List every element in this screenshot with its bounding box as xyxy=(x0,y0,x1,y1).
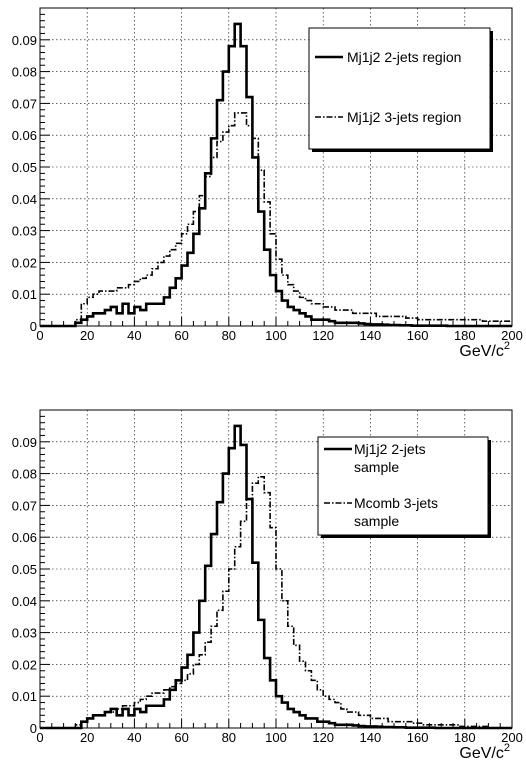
x-tick-label: 60 xyxy=(174,328,188,343)
x-tick-label: 180 xyxy=(454,328,476,343)
y-tick-label: 0.07 xyxy=(12,498,37,513)
y-tick-label: 0.01 xyxy=(12,689,37,704)
x-tick-label: 120 xyxy=(312,730,334,745)
x-axis-label-superscript: 2 xyxy=(504,742,510,754)
x-tick-label: 40 xyxy=(127,730,141,745)
x-tick-label: 80 xyxy=(222,730,236,745)
y-tick-label: 0.05 xyxy=(12,160,37,175)
x-tick-label: 160 xyxy=(407,730,429,745)
x-axis-label: GeV/c2 xyxy=(459,742,510,762)
x-tick-label: 120 xyxy=(312,328,334,343)
y-tick-label: 0.04 xyxy=(12,594,37,609)
legend: Mj1j2 2-jets region Mj1j2 3-jets region xyxy=(308,27,493,152)
x-tick-label: 20 xyxy=(80,730,94,745)
y-tick-label: 0.02 xyxy=(12,657,37,672)
y-tick-label: 0.05 xyxy=(12,562,37,577)
y-tick-label: 0.06 xyxy=(12,128,37,143)
series-2-histogram xyxy=(40,112,512,327)
x-tick-label: 20 xyxy=(80,328,94,343)
series-1-histogram xyxy=(40,424,512,730)
y-tick-label: 0.09 xyxy=(12,33,37,48)
y-tick-label: 0 xyxy=(30,721,37,736)
legend-box xyxy=(317,436,489,536)
legend-entry-label-2: Mj1j2 3-jets region xyxy=(347,109,461,125)
y-tick-label: 0.08 xyxy=(12,467,37,482)
y-tick-label: 0.02 xyxy=(12,255,37,270)
x-axis-label-superscript: 2 xyxy=(504,340,510,352)
legend-box xyxy=(308,27,491,150)
legend: Mj1j2 2-jets sample Mcomb 3-jets sample xyxy=(317,436,491,538)
x-tick-label: 0 xyxy=(36,328,43,343)
histogram-panel-1: 0 20 40 60 80 100 120 140 160 180 200 0 0.01 0.02 0.03… xyxy=(12,7,523,360)
series-2-histogram xyxy=(40,475,512,729)
y-tick-label: 0.09 xyxy=(12,435,37,450)
x-tick-label: 40 xyxy=(127,328,141,343)
y-tick-label: 0.03 xyxy=(12,626,37,641)
x-tick-label: 200 xyxy=(501,328,523,343)
y-tick-label: 0.06 xyxy=(12,530,37,545)
x-tick-label: 180 xyxy=(454,730,476,745)
x-axis-label: GeV/c2 xyxy=(459,340,510,360)
x-tick-label: 80 xyxy=(222,328,236,343)
x-tick-label: 160 xyxy=(407,328,429,343)
x-tick-label: 200 xyxy=(501,730,523,745)
histogram-panel-2: 0 20 40 60 80 100 120 140 160 180 200 0 0.01 0.02 0.03… xyxy=(12,409,523,762)
x-tick-label: 0 xyxy=(36,730,43,745)
y-tick-label: 0.04 xyxy=(12,192,37,207)
series-1-histogram xyxy=(40,22,512,328)
x-tick-label: 140 xyxy=(360,730,382,745)
x-tick-label: 100 xyxy=(265,730,287,745)
y-tick-label: 0.03 xyxy=(12,224,37,239)
x-tick-label: 100 xyxy=(265,328,287,343)
y-tick-label: 0.01 xyxy=(12,287,37,302)
y-tick-label: 0 xyxy=(30,319,37,334)
legend-entry-label-1: Mj1j2 2-jets region xyxy=(347,49,461,65)
legend-entry-label-1: Mj1j2 2-jets sample xyxy=(354,441,426,475)
x-tick-label: 60 xyxy=(174,730,188,745)
y-tick-label: 0.07 xyxy=(12,96,37,111)
y-tick-label: 0.08 xyxy=(12,65,37,80)
legend-entry-label-2: Mcomb 3-jets sample xyxy=(354,495,438,529)
x-tick-label: 140 xyxy=(360,328,382,343)
